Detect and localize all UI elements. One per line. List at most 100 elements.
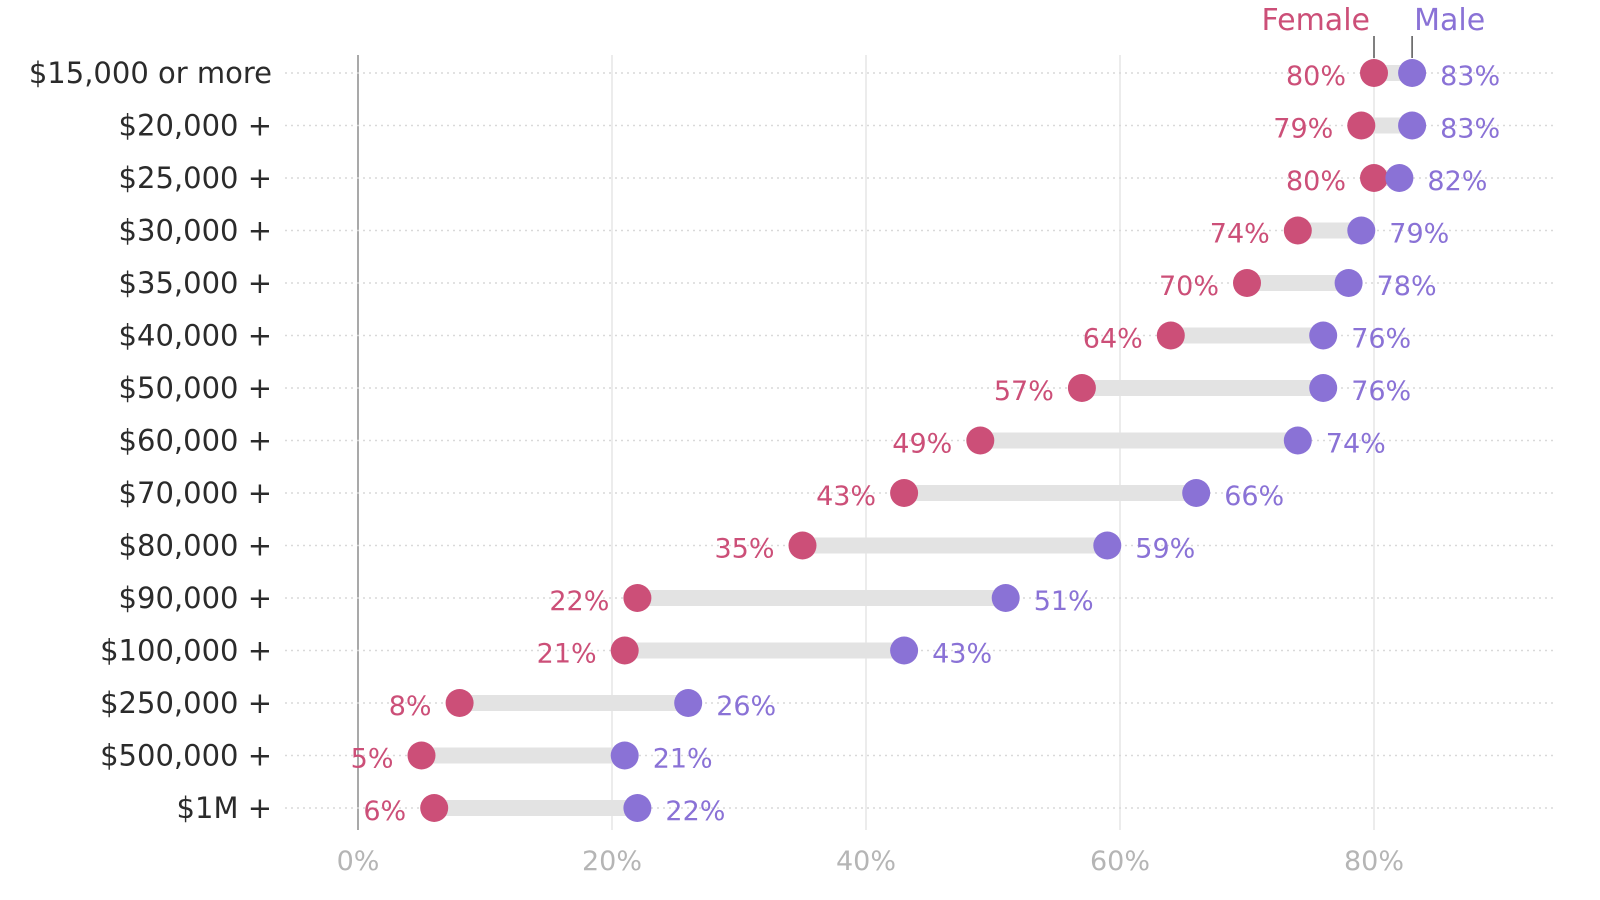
x-tick-label: 80% xyxy=(1344,846,1404,877)
female-value-label: 5% xyxy=(351,744,394,775)
male-dot xyxy=(610,741,639,770)
female-value-label: 57% xyxy=(994,376,1054,407)
row: $60,000 + 49% 74% xyxy=(119,424,1555,460)
female-dot xyxy=(1360,164,1388,192)
row: $90,000 + 22% 51% xyxy=(119,581,1555,617)
female-dot xyxy=(610,636,639,665)
row: $50,000 + 57% 76% xyxy=(119,371,1555,407)
legend-male-label: Male xyxy=(1414,3,1485,38)
male-value-label: 82% xyxy=(1427,166,1487,197)
x-tick-label: 60% xyxy=(1090,846,1150,877)
category-label: $30,000 + xyxy=(119,214,272,248)
male-value-label: 51% xyxy=(1034,586,1094,617)
row: $25,000 + 80% 82% xyxy=(119,161,1555,197)
male-dot xyxy=(1093,531,1122,560)
male-dot xyxy=(890,636,919,665)
male-dot xyxy=(1182,479,1211,507)
female-value-label: 80% xyxy=(1286,166,1346,197)
male-dot xyxy=(1398,111,1427,140)
category-label: $250,000 + xyxy=(100,686,272,720)
male-value-label: 83% xyxy=(1440,61,1500,92)
male-dot xyxy=(1398,59,1427,87)
category-label: $60,000 + xyxy=(119,424,272,458)
row: $15,000 or more 80% 83% xyxy=(29,56,1555,92)
category-label: $50,000 + xyxy=(119,371,272,405)
row: $250,000 + 8% 26% xyxy=(100,686,1555,722)
category-label: $80,000 + xyxy=(119,529,272,563)
row: $1M + 6% 22% xyxy=(177,791,1555,827)
male-value-label: 76% xyxy=(1351,324,1411,355)
row: $500,000 + 5% 21% xyxy=(100,739,1555,775)
x-tick-label: 20% xyxy=(582,846,642,877)
male-dot xyxy=(991,584,1020,612)
female-value-label: 80% xyxy=(1286,61,1346,92)
row: $20,000 + 79% 83% xyxy=(119,109,1555,145)
male-dot xyxy=(1309,321,1338,350)
female-value-label: 21% xyxy=(537,639,597,670)
male-value-label: 76% xyxy=(1351,376,1411,407)
x-axis-ticks: 0% 20% 40% 60% 80% xyxy=(337,846,1404,877)
category-label: $100,000 + xyxy=(100,634,272,668)
row: $40,000 + 64% 76% xyxy=(119,319,1555,355)
male-dot xyxy=(1385,164,1414,192)
row: $30,000 + 74% 79% xyxy=(119,214,1555,250)
x-tick-label: 0% xyxy=(337,846,380,877)
female-dot xyxy=(407,741,436,770)
female-dot xyxy=(1360,59,1388,87)
female-value-label: 79% xyxy=(1273,114,1333,145)
female-value-label: 49% xyxy=(892,429,952,460)
male-value-label: 21% xyxy=(653,744,713,775)
x-tick-label: 40% xyxy=(836,846,896,877)
female-value-label: 22% xyxy=(549,586,609,617)
category-label: $20,000 + xyxy=(119,109,272,143)
female-value-label: 43% xyxy=(816,481,876,512)
category-label: $25,000 + xyxy=(119,161,272,195)
row: $100,000 + 21% 43% xyxy=(100,634,1555,670)
male-dot xyxy=(1334,269,1363,297)
female-dot xyxy=(788,531,817,560)
female-dot xyxy=(420,794,449,822)
male-value-label: 74% xyxy=(1326,429,1386,460)
female-dot xyxy=(445,689,474,717)
male-dot xyxy=(623,794,652,822)
male-value-label: 43% xyxy=(932,639,992,670)
male-value-label: 78% xyxy=(1377,271,1437,302)
female-dot xyxy=(623,584,652,612)
male-value-label: 59% xyxy=(1135,534,1195,565)
category-label: $70,000 + xyxy=(119,476,272,510)
male-value-label: 66% xyxy=(1224,481,1284,512)
female-dot xyxy=(1233,269,1261,297)
male-dot xyxy=(1309,374,1338,402)
male-dot xyxy=(674,689,703,717)
female-dot xyxy=(1347,111,1376,140)
female-value-label: 74% xyxy=(1210,219,1270,250)
female-value-label: 8% xyxy=(389,691,432,722)
male-value-label: 83% xyxy=(1440,114,1500,145)
category-label: $15,000 or more xyxy=(29,56,272,90)
female-value-label: 35% xyxy=(714,534,774,565)
male-value-label: 79% xyxy=(1389,219,1449,250)
female-value-label: 6% xyxy=(363,796,406,827)
category-label: $40,000 + xyxy=(119,319,272,353)
female-dot xyxy=(1156,321,1185,350)
female-value-label: 64% xyxy=(1083,324,1143,355)
female-dot xyxy=(1067,374,1096,402)
male-dot xyxy=(1347,216,1376,245)
female-dot xyxy=(890,479,919,507)
male-value-label: 26% xyxy=(716,691,776,722)
category-label: $35,000 + xyxy=(119,266,272,300)
male-dot xyxy=(1283,426,1312,455)
row: $35,000 + 70% 78% xyxy=(119,266,1555,302)
row: $70,000 + 43% 66% xyxy=(119,476,1555,512)
female-dot xyxy=(1283,216,1312,245)
category-label: $1M + xyxy=(177,791,272,825)
female-value-label: 70% xyxy=(1159,271,1219,302)
male-value-label: 22% xyxy=(665,796,725,827)
legend: Female Male xyxy=(1262,3,1485,58)
category-label: $90,000 + xyxy=(119,581,272,615)
legend-female-label: Female xyxy=(1262,3,1370,38)
row: $80,000 + 35% 59% xyxy=(119,529,1555,565)
rows-layer: $15,000 or more 80% 83% $20,000 + 79% 83% $25,… xyxy=(29,56,1555,827)
female-dot xyxy=(966,426,995,455)
